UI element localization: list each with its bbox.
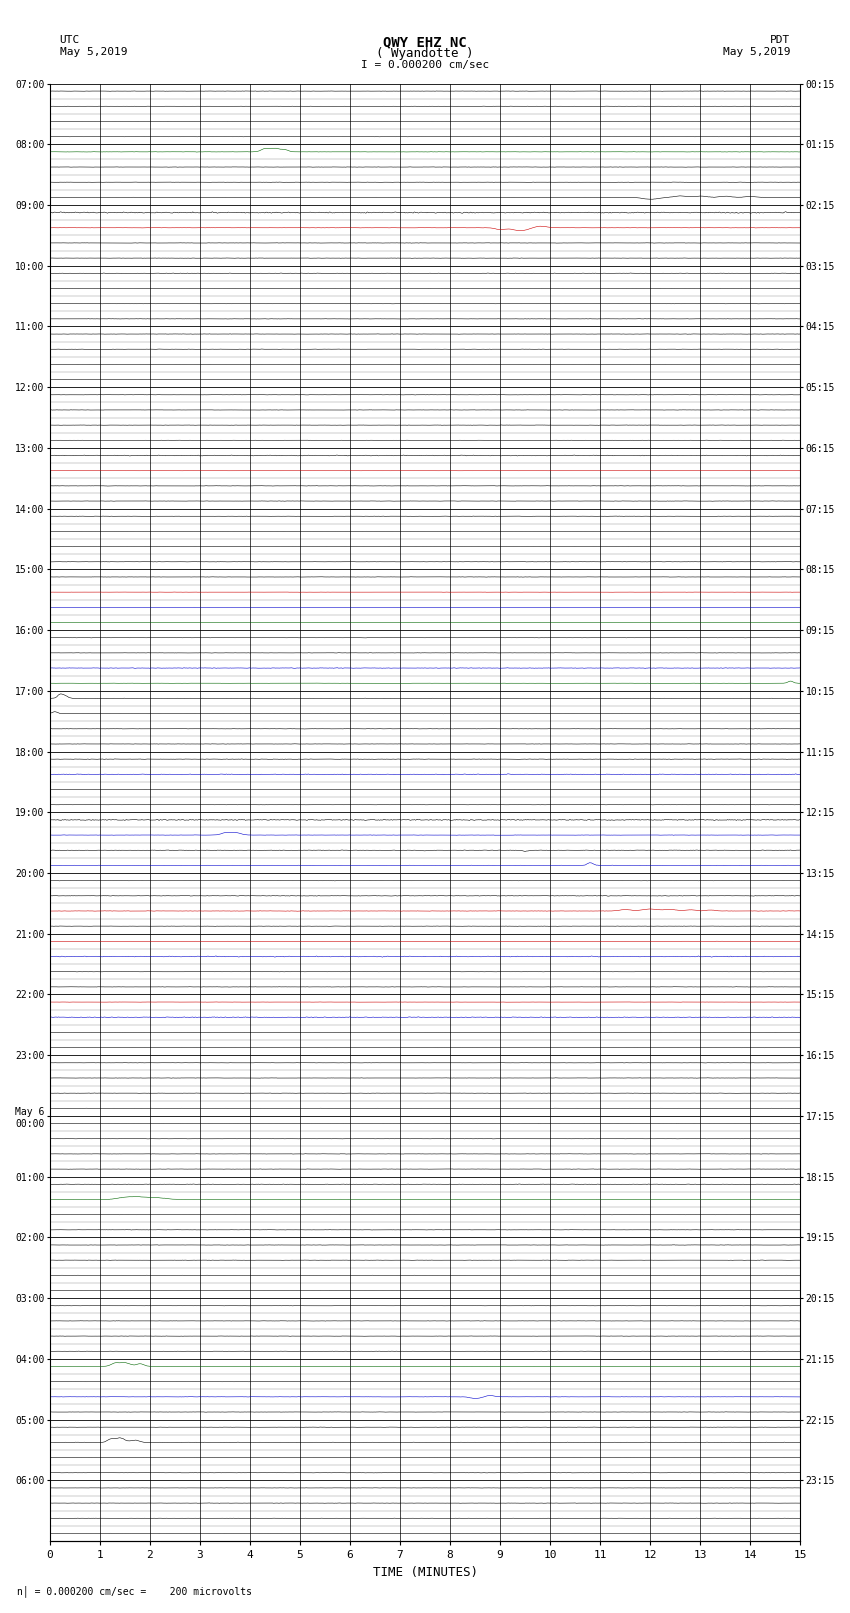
Text: QWY EHZ NC: QWY EHZ NC: [383, 35, 467, 50]
Text: May 5,2019: May 5,2019: [723, 47, 791, 56]
Text: n│ = 0.000200 cm/sec =    200 microvolts: n│ = 0.000200 cm/sec = 200 microvolts: [17, 1586, 252, 1597]
Text: I = 0.000200 cm/sec: I = 0.000200 cm/sec: [361, 60, 489, 69]
Text: May 5,2019: May 5,2019: [60, 47, 127, 56]
X-axis label: TIME (MINUTES): TIME (MINUTES): [372, 1566, 478, 1579]
Text: ( Wyandotte ): ( Wyandotte ): [377, 47, 473, 60]
Text: PDT: PDT: [770, 35, 790, 45]
Text: UTC: UTC: [60, 35, 80, 45]
